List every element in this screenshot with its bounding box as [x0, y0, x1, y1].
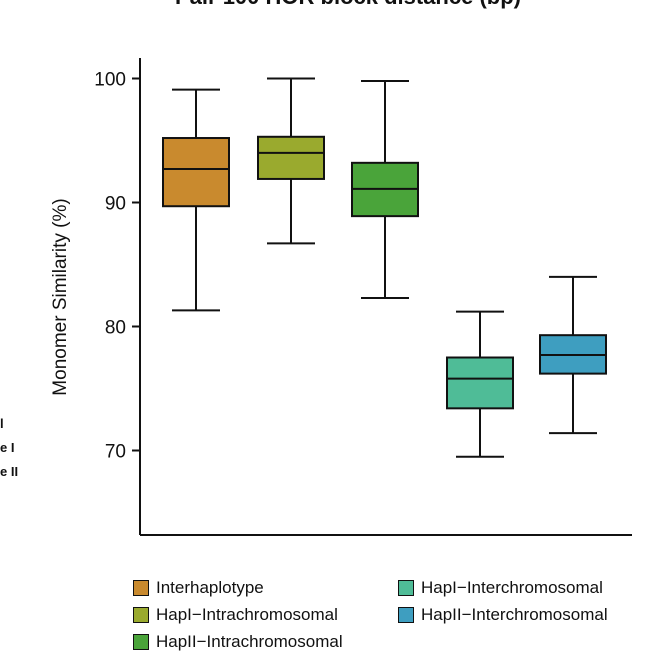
- legend-label: HapII−Interchromosomal: [421, 605, 608, 624]
- box-2: [257, 77, 325, 245]
- legend-swatch: [133, 580, 149, 596]
- legend-item-hapi-interchromosomal: HapI−Interchromosomal: [398, 578, 603, 598]
- interquartile-box: [162, 137, 230, 208]
- chart-title: Pair 100 HOR block distance (bp): [175, 0, 521, 10]
- box-plot: 100 90 80 70 Monomer Similarity (%): [50, 58, 632, 536]
- y-tick-label: 70: [105, 442, 126, 463]
- legend-item-hapi-intrachromosomal: HapI−Intrachromosomal: [133, 605, 338, 625]
- box-5: [539, 275, 607, 435]
- legend-swatch: [398, 580, 414, 596]
- legend-label: HapII−Intrachromosomal: [156, 632, 343, 651]
- legend-item-hapii-interchromosomal: HapII−Interchromosomal: [398, 605, 608, 625]
- cropped-legend-fragment: e II: [0, 464, 19, 479]
- y-axis-label: Monomer Similarity (%): [50, 198, 71, 395]
- y-tick-label: 100: [94, 70, 126, 91]
- boxes: [162, 77, 607, 458]
- y-tick-label: 90: [105, 194, 126, 215]
- interquartile-box: [257, 135, 325, 180]
- legend-swatch: [398, 607, 414, 623]
- legend-label: HapI−Interchromosomal: [421, 578, 603, 597]
- cropped-legend-fragment: l: [0, 416, 4, 431]
- legend-label: HapI−Intrachromosomal: [156, 605, 338, 624]
- legend-swatch: [133, 634, 149, 650]
- cropped-legend-fragment: e I: [0, 440, 15, 455]
- box-1: [162, 88, 230, 312]
- interquartile-box: [446, 356, 514, 410]
- axes: 100 90 80 70 Monomer Similarity (%): [50, 58, 632, 536]
- legend-swatch: [133, 607, 149, 623]
- y-tick-label: 80: [105, 318, 126, 339]
- box-3: [351, 79, 419, 299]
- legend-item-hapii-intrachromosomal: HapII−Intrachromosomal: [133, 632, 343, 652]
- box-4: [446, 310, 514, 458]
- legend-item-interhaplotype: Interhaplotype: [133, 578, 264, 598]
- legend-label: Interhaplotype: [156, 578, 264, 597]
- legend: Interhaplotype HapI−Intrachromosomal Hap…: [133, 575, 653, 655]
